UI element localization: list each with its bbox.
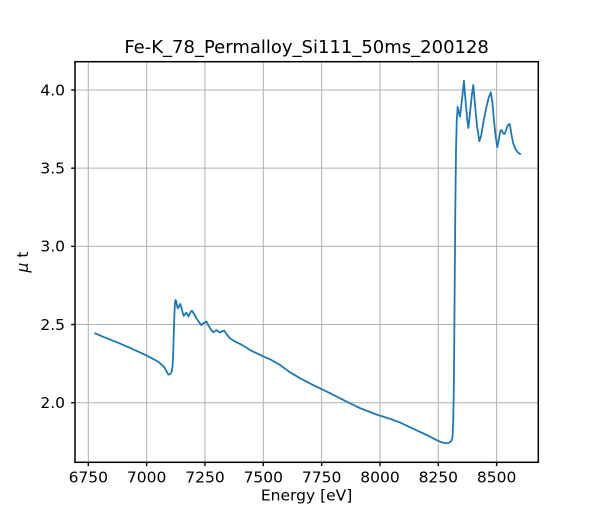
tick-label-y-4: 4.0 — [40, 81, 65, 99]
tick-label-y-2.5: 2.5 — [40, 316, 65, 334]
tick-label-y-3.5: 3.5 — [40, 159, 65, 177]
grid-layer — [75, 61, 539, 463]
axes-layer — [71, 60, 540, 467]
tick-label-x-6750: 6750 — [69, 468, 108, 486]
tick-label-x-8250: 8250 — [419, 468, 458, 486]
tick-label-x-7250: 7250 — [185, 468, 224, 486]
tick-label-x-7000: 7000 — [127, 468, 166, 486]
tick-label-x-8000: 8000 — [360, 468, 399, 486]
x-axis-label: Energy [eV] — [261, 487, 352, 505]
series-layer — [94, 79, 522, 444]
tick-label-x-7500: 7500 — [244, 468, 283, 486]
tick-label-layer: 6750 7000 7250 7500 7750 8000 8250 8500 2.0 2.5 3.… — [40, 81, 516, 486]
tick-label-x-7750: 7750 — [302, 468, 341, 486]
plot-border — [74, 60, 540, 464]
tick-label-x-8500: 8500 — [477, 468, 516, 486]
tick-label-y-3: 3.0 — [40, 238, 65, 256]
series-line-mu_t_vs_energy — [94, 79, 522, 444]
chart-title: Fe-K_78_Permalloy_Si111_50ms_200128 — [124, 37, 489, 58]
tick-label-y-2: 2.0 — [40, 394, 65, 412]
y-axis-label: μ t — [14, 252, 32, 274]
